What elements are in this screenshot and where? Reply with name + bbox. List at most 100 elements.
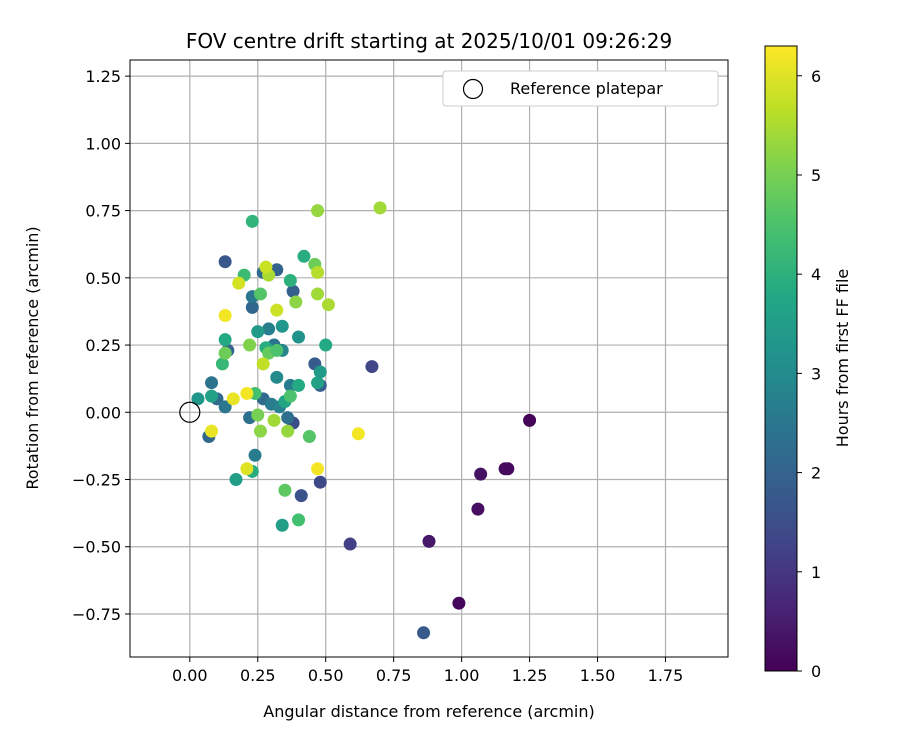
scatter-point: [311, 462, 325, 476]
scatter-point: [275, 518, 289, 532]
y-axis-ticks: −0.75 −0.50 −0.25 0.00 0.25 0.50 0.75 1.00 1.25: [72, 67, 130, 624]
scatter-point: [251, 325, 265, 339]
scatter-point: [245, 214, 259, 228]
scatter-point: [321, 298, 335, 312]
scatter-point: [253, 424, 267, 438]
y-tick-label: −0.75: [72, 605, 121, 624]
x-tick-label: 0.00: [172, 666, 208, 685]
scatter-point: [292, 330, 306, 344]
chart-title: FOV centre drift starting at 2025/10/01 …: [186, 29, 672, 53]
colorbar-ticks: 0 1 2 3 4 5 6: [797, 67, 821, 681]
legend-entry-reference: Reference platepar: [510, 79, 663, 98]
plot-frame: [129, 59, 729, 658]
scatter-point: [452, 596, 466, 610]
x-tick-label: 0.50: [308, 666, 344, 685]
scatter-point: [471, 502, 485, 516]
scatter-point: [311, 204, 325, 218]
colorbar-tick-label: 2: [811, 464, 821, 483]
scatter-point: [218, 308, 232, 322]
x-tick-label: 1.75: [648, 666, 684, 685]
scatter-point: [259, 260, 273, 274]
scatter-point: [283, 389, 297, 403]
scatter-point: [292, 378, 306, 392]
scatter-point: [302, 429, 316, 443]
scatter-point: [218, 400, 232, 414]
y-tick-label: 0.25: [85, 336, 121, 355]
scatter-point: [275, 319, 289, 333]
scatter-point: [218, 255, 232, 269]
scatter-point: [262, 322, 276, 336]
y-axis-label: Rotation from reference (arcmin): [23, 226, 42, 489]
x-tick-label: 0.25: [240, 666, 276, 685]
scatter-point: [283, 274, 297, 288]
colorbar-tick-label: 3: [811, 364, 821, 383]
y-tick-label: −0.50: [72, 538, 121, 557]
colorbar-tick-label: 4: [811, 265, 821, 284]
scatter-point: [294, 489, 308, 503]
scatter-point: [498, 462, 512, 476]
scatter-point: [240, 462, 254, 476]
scatter-point: [297, 249, 311, 263]
scatter-point: [229, 473, 243, 487]
scatter-point: [191, 392, 205, 406]
scatter-point: [313, 365, 327, 379]
scatter-point: [232, 276, 246, 290]
scatter-point: [278, 483, 292, 497]
scatter-point: [373, 201, 387, 215]
scatter-point: [205, 389, 219, 403]
scatter-point: [270, 370, 284, 384]
y-tick-label: 0.50: [85, 269, 121, 288]
scatter-point: [365, 360, 379, 374]
scatter-point: [267, 413, 281, 427]
x-axis-label: Angular distance from reference (arcmin): [263, 702, 594, 721]
scatter-point: [474, 467, 488, 481]
scatter-point: [281, 411, 295, 425]
scatter-point: [245, 300, 259, 314]
scatter-point: [226, 392, 240, 406]
plot-background: [130, 60, 728, 657]
y-tick-label: 0.00: [85, 403, 121, 422]
reference-platepar-marker: [179, 401, 201, 423]
colorbar-tick-label: 1: [811, 563, 821, 582]
scatter-points: [191, 201, 537, 640]
scatter-point: [422, 534, 436, 548]
scatter-point: [240, 386, 254, 400]
scatter-point: [281, 424, 295, 438]
scatter-point: [311, 265, 325, 279]
y-tick-label: 0.75: [85, 202, 121, 221]
scatter-point: [253, 287, 267, 301]
colorbar-tick-label: 0: [811, 662, 821, 681]
x-tick-label: 1.25: [512, 666, 548, 685]
scatter-point: [343, 537, 357, 551]
scatter-point: [286, 284, 300, 298]
colorbar-label: Hours from first FF file: [833, 269, 852, 448]
scatter-point: [256, 357, 270, 371]
reference-layer: [179, 401, 201, 423]
legend-box: [442, 70, 719, 107]
scatter-point: [248, 448, 262, 462]
scatter-point: [205, 424, 219, 438]
scatter-point: [289, 295, 303, 309]
y-tick-label: 1.00: [85, 134, 121, 153]
scatter-point: [270, 303, 284, 317]
x-axis-ticks: 0.00 0.25 0.50 0.75 1.00 1.25 1.50 1.75: [172, 657, 683, 685]
scatter-point: [218, 346, 232, 360]
x-tick-label: 0.75: [376, 666, 412, 685]
scatter-point: [243, 338, 257, 352]
scatter-point: [270, 343, 284, 357]
scatter-point: [523, 413, 537, 427]
colorbar-tick-label: 5: [811, 166, 821, 185]
scatter-point: [311, 376, 325, 390]
scatter-point: [311, 287, 325, 301]
legend: Reference platepar: [442, 70, 719, 107]
colorbar: 0 1 2 3 4 5 6 Hours from first FF file: [764, 45, 852, 681]
scatter-point: [313, 475, 327, 489]
colorbar-tick-label: 6: [811, 67, 821, 86]
legend-marker-reference: [462, 78, 484, 100]
scatter-point: [205, 376, 219, 390]
scatter-point: [292, 513, 306, 527]
colorbar-gradient: [764, 45, 798, 672]
scatter-point: [417, 626, 431, 640]
y-tick-label: −0.25: [72, 471, 121, 490]
